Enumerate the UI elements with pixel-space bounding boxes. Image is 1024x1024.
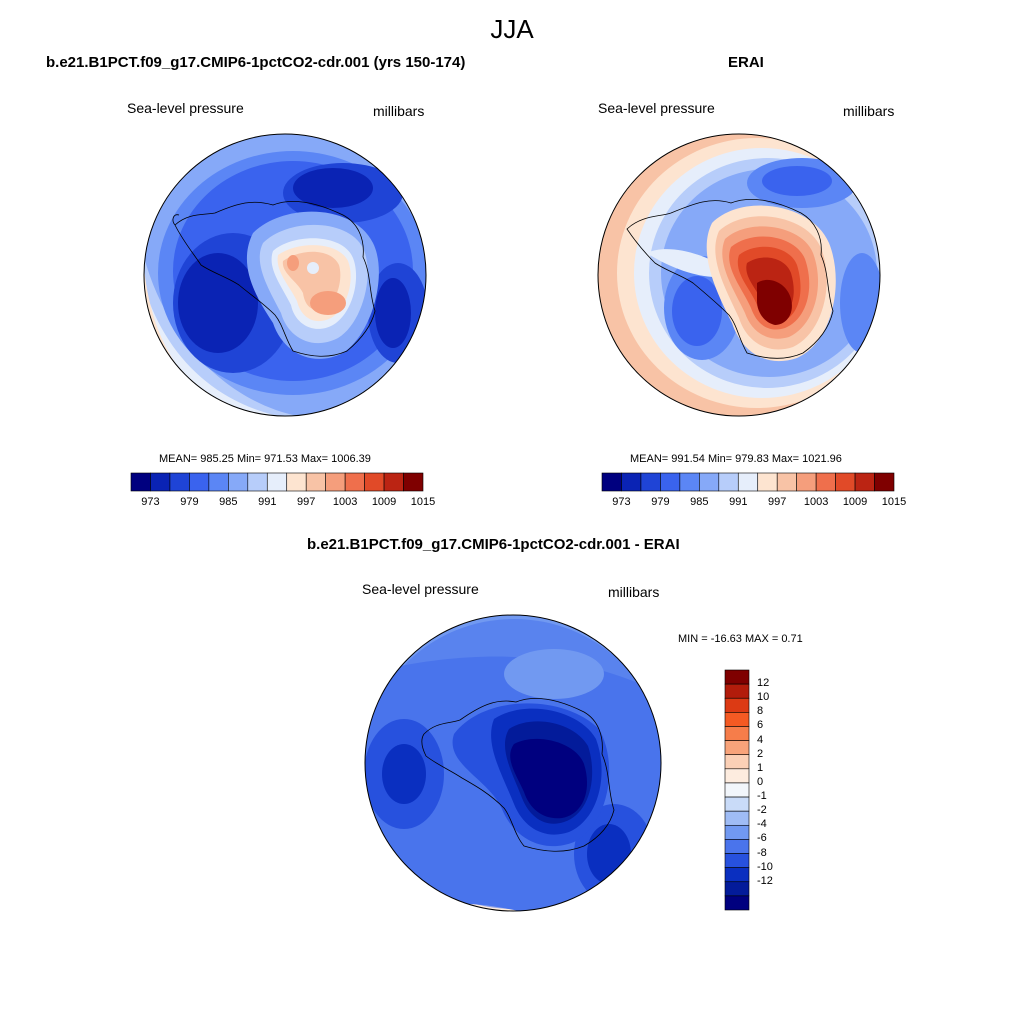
panel3-stats: MIN = -16.63 MAX = 0.71 [678, 633, 803, 645]
colorbar-swatch [364, 472, 385, 492]
colorbar-swatch [724, 853, 750, 868]
colorbar-tick-label: 997 [768, 496, 787, 508]
colorbar-swatch [228, 472, 249, 492]
colorbar-swatch [266, 472, 288, 492]
colorbar-swatch [130, 472, 151, 492]
colorbar-swatch [724, 712, 750, 727]
colorbar-tick-label: 1015 [410, 496, 436, 508]
colorbar-tick-label: -1 [757, 790, 767, 803]
colorbar-swatch [403, 472, 424, 492]
colorbar-tick-label: 4 [757, 733, 764, 746]
colorbar-swatch [724, 768, 750, 784]
colorbar-swatch [621, 472, 642, 492]
colorbar-swatch [854, 472, 875, 492]
panel3-units-label: millibars [608, 584, 660, 600]
panel2-stats: MEAN= 991.54 Min= 979.83 Max= 1021.96 [630, 453, 842, 465]
colorbar-tick-label: 985 [690, 496, 709, 508]
colorbar-tick-label: -4 [757, 818, 767, 831]
colorbar-swatch [724, 895, 750, 911]
panel1-colorbar [130, 472, 424, 492]
colorbar-swatch [874, 472, 895, 492]
colorbar-swatch [835, 472, 856, 492]
colorbar-tick-label: 997 [297, 496, 316, 508]
colorbar-tick-label: 0 [757, 775, 764, 788]
colorbar-swatch [776, 472, 797, 492]
panel2-polar-map [597, 133, 881, 417]
colorbar-tick-label: -10 [757, 860, 773, 873]
panel1-polar-map [143, 133, 427, 417]
colorbar-swatch [189, 472, 210, 492]
colorbar-swatch [724, 697, 750, 713]
colorbar-swatch [286, 472, 307, 492]
colorbar-tick-label: 1003 [803, 496, 829, 508]
colorbar-tick-label: 991 [258, 496, 277, 508]
panel2-colorbar [601, 472, 895, 492]
colorbar-swatch [757, 472, 778, 492]
panel2-units-label: millibars [843, 103, 895, 119]
colorbar-swatch [724, 740, 750, 756]
panel3-title: b.e21.B1PCT.f09_g17.CMIP6-1pctCO2-cdr.00… [307, 536, 680, 553]
colorbar-tick-label: 1009 [371, 496, 397, 508]
colorbar-tick-label: -2 [757, 804, 767, 817]
colorbar-swatch [724, 726, 750, 741]
colorbar-swatch [150, 472, 171, 492]
colorbar-swatch [724, 683, 750, 699]
colorbar-swatch [718, 472, 739, 492]
colorbar-tick-label: 979 [180, 496, 199, 508]
colorbar-swatch [699, 472, 720, 492]
colorbar-tick-label: 973 [141, 496, 160, 508]
panel3-colorbar [724, 669, 750, 911]
colorbar-tick-label: 8 [757, 705, 764, 718]
colorbar-swatch [344, 472, 365, 492]
colorbar-swatch [660, 472, 681, 492]
colorbar-swatch [724, 839, 750, 854]
colorbar-swatch [724, 810, 750, 826]
colorbar-swatch [796, 472, 817, 492]
colorbar-swatch [724, 669, 750, 685]
colorbar-swatch [247, 472, 268, 492]
colorbar-tick-label: 1009 [842, 496, 868, 508]
colorbar-tick-label: 1015 [881, 496, 907, 508]
panel3-variable-label: Sea-level pressure [362, 581, 479, 597]
colorbar-swatch [724, 881, 750, 897]
colorbar-swatch [383, 472, 404, 492]
panel2-variable-label: Sea-level pressure [598, 100, 715, 116]
colorbar-swatch [208, 472, 229, 492]
colorbar-swatch [724, 754, 750, 770]
colorbar-tick-label: -8 [757, 846, 767, 859]
colorbar-swatch [169, 472, 190, 492]
colorbar-tick-label: 12 [757, 677, 770, 690]
colorbar-tick-label: 1 [757, 761, 764, 774]
colorbar-swatch [640, 472, 661, 492]
panel1-stats: MEAN= 985.25 Min= 971.53 Max= 1006.39 [159, 453, 371, 465]
colorbar-swatch [601, 472, 622, 492]
season-title: JJA [490, 14, 534, 44]
colorbar-swatch [724, 796, 750, 812]
colorbar-swatch [724, 782, 750, 798]
colorbar-swatch [325, 472, 346, 492]
colorbar-tick-label: -12 [757, 874, 773, 887]
colorbar-swatch [724, 867, 750, 883]
colorbar-swatch [724, 824, 750, 840]
colorbar-tick-label: -6 [757, 832, 767, 845]
panel1-variable-label: Sea-level pressure [127, 100, 244, 116]
colorbar-tick-label: 979 [651, 496, 670, 508]
colorbar-tick-label: 1003 [332, 496, 358, 508]
colorbar-tick-label: 2 [757, 747, 764, 760]
colorbar-tick-label: 991 [729, 496, 748, 508]
panel1-units-label: millibars [373, 103, 425, 119]
panel3-polar-map [364, 614, 662, 912]
colorbar-swatch [737, 472, 759, 492]
colorbar-tick-label: 985 [219, 496, 238, 508]
colorbar-swatch [305, 472, 326, 492]
colorbar-tick-label: 10 [757, 691, 770, 704]
colorbar-tick-label: 973 [612, 496, 631, 508]
colorbar-swatch [679, 472, 700, 492]
panel1-title: b.e21.B1PCT.f09_g17.CMIP6-1pctCO2-cdr.00… [46, 54, 466, 71]
colorbar-swatch [815, 472, 836, 492]
colorbar-tick-label: 6 [757, 719, 764, 732]
panel2-title: ERAI [728, 54, 764, 71]
